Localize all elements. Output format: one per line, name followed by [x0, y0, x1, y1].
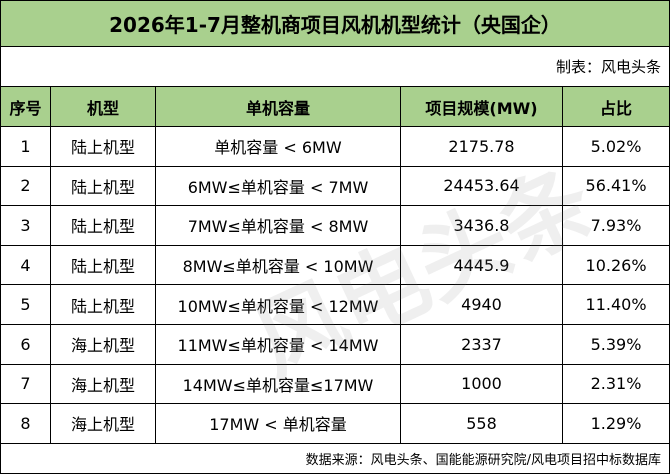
cell: 558	[400, 403, 563, 444]
cell: 陆上机型	[50, 126, 156, 167]
data-row: 8 海上机型 17MW < 单机容量 558 1.29%	[0, 403, 670, 444]
cell: 3	[0, 205, 51, 246]
data-row: 6 海上机型 11MW≤单机容量 < 14MW 2337 5.39%	[0, 323, 670, 365]
cell: 24453.64	[400, 165, 563, 207]
cell: 7	[0, 363, 51, 405]
cell: 陆上机型	[50, 284, 156, 325]
cell: 11.40%	[561, 284, 670, 325]
cell: 7MW≤单机容量 < 8MW	[155, 205, 401, 246]
cell: 5.02%	[561, 126, 670, 167]
cell: 4	[0, 244, 51, 286]
cell: 5	[0, 284, 51, 325]
cell: 6MW≤单机容量 < 7MW	[155, 165, 401, 207]
cell: 海上机型	[50, 363, 156, 405]
cell: 2.31%	[561, 363, 670, 405]
source-row: 数据来源：风电头条、国能能源研究院/风电项目招中标数据库	[0, 442, 670, 474]
header-cell: 单机容量	[155, 86, 401, 127]
cell: 56.41%	[561, 165, 670, 207]
cell: 10MW≤单机容量 < 12MW	[155, 284, 401, 325]
cell: 陆上机型	[50, 244, 156, 286]
header-cell: 项目规模(MW)	[400, 86, 563, 127]
cell: 2	[0, 165, 51, 207]
data-row: 5 陆上机型 10MW≤单机容量 < 12MW 4940 11.40%	[0, 284, 670, 325]
cell: 7.93%	[561, 205, 670, 246]
cell: 单机容量 < 6MW	[155, 126, 401, 167]
cell: 海上机型	[50, 403, 156, 444]
data-row: 1 陆上机型 单机容量 < 6MW 2175.78 5.02%	[0, 126, 670, 167]
cell: 陆上机型	[50, 165, 156, 207]
cell: 17MW < 单机容量	[155, 403, 401, 444]
cell: 海上机型	[50, 323, 156, 365]
data-row: 7 海上机型 14MW≤单机容量≤17MW 1000 2.31%	[0, 363, 670, 405]
header-cell: 机型	[50, 86, 156, 127]
header-row: 序号 机型 单机容量 项目规模(MW) 占比	[0, 86, 670, 127]
maker-row: 制表：风电头条	[0, 46, 670, 87]
cell: 1000	[400, 363, 563, 405]
cell: 10.26%	[561, 244, 670, 286]
source: 数据来源：风电头条、国能能源研究院/风电项目招中标数据库	[0, 442, 670, 474]
cell: 11MW≤单机容量 < 14MW	[155, 323, 401, 365]
title: 2026年1-7月整机商项目风机机型统计（央国企）	[0, 0, 670, 47]
title-row: 2026年1-7月整机商项目风机机型统计（央国企）	[0, 0, 670, 47]
cell: 1	[0, 126, 51, 167]
cell: 14MW≤单机容量≤17MW	[155, 363, 401, 405]
cell: 4940	[400, 284, 563, 325]
data-row: 2 陆上机型 6MW≤单机容量 < 7MW 24453.64 56.41%	[0, 165, 670, 207]
cell: 2175.78	[400, 126, 563, 167]
data-row: 4 陆上机型 8MW≤单机容量 < 10MW 4445.9 10.26%	[0, 244, 670, 286]
cell: 1.29%	[561, 403, 670, 444]
cell: 6	[0, 323, 51, 365]
cell: 陆上机型	[50, 205, 156, 246]
header-cell: 占比	[561, 86, 670, 127]
cell: 5.39%	[561, 323, 670, 365]
data-row: 3 陆上机型 7MW≤单机容量 < 8MW 3436.8 7.93%	[0, 205, 670, 246]
maker: 制表：风电头条	[0, 46, 670, 87]
cell: 8MW≤单机容量 < 10MW	[155, 244, 401, 286]
cell: 2337	[400, 323, 563, 365]
cell: 8	[0, 403, 51, 444]
cell: 3436.8	[400, 205, 563, 246]
cell: 4445.9	[400, 244, 563, 286]
header-cell: 序号	[0, 86, 51, 127]
